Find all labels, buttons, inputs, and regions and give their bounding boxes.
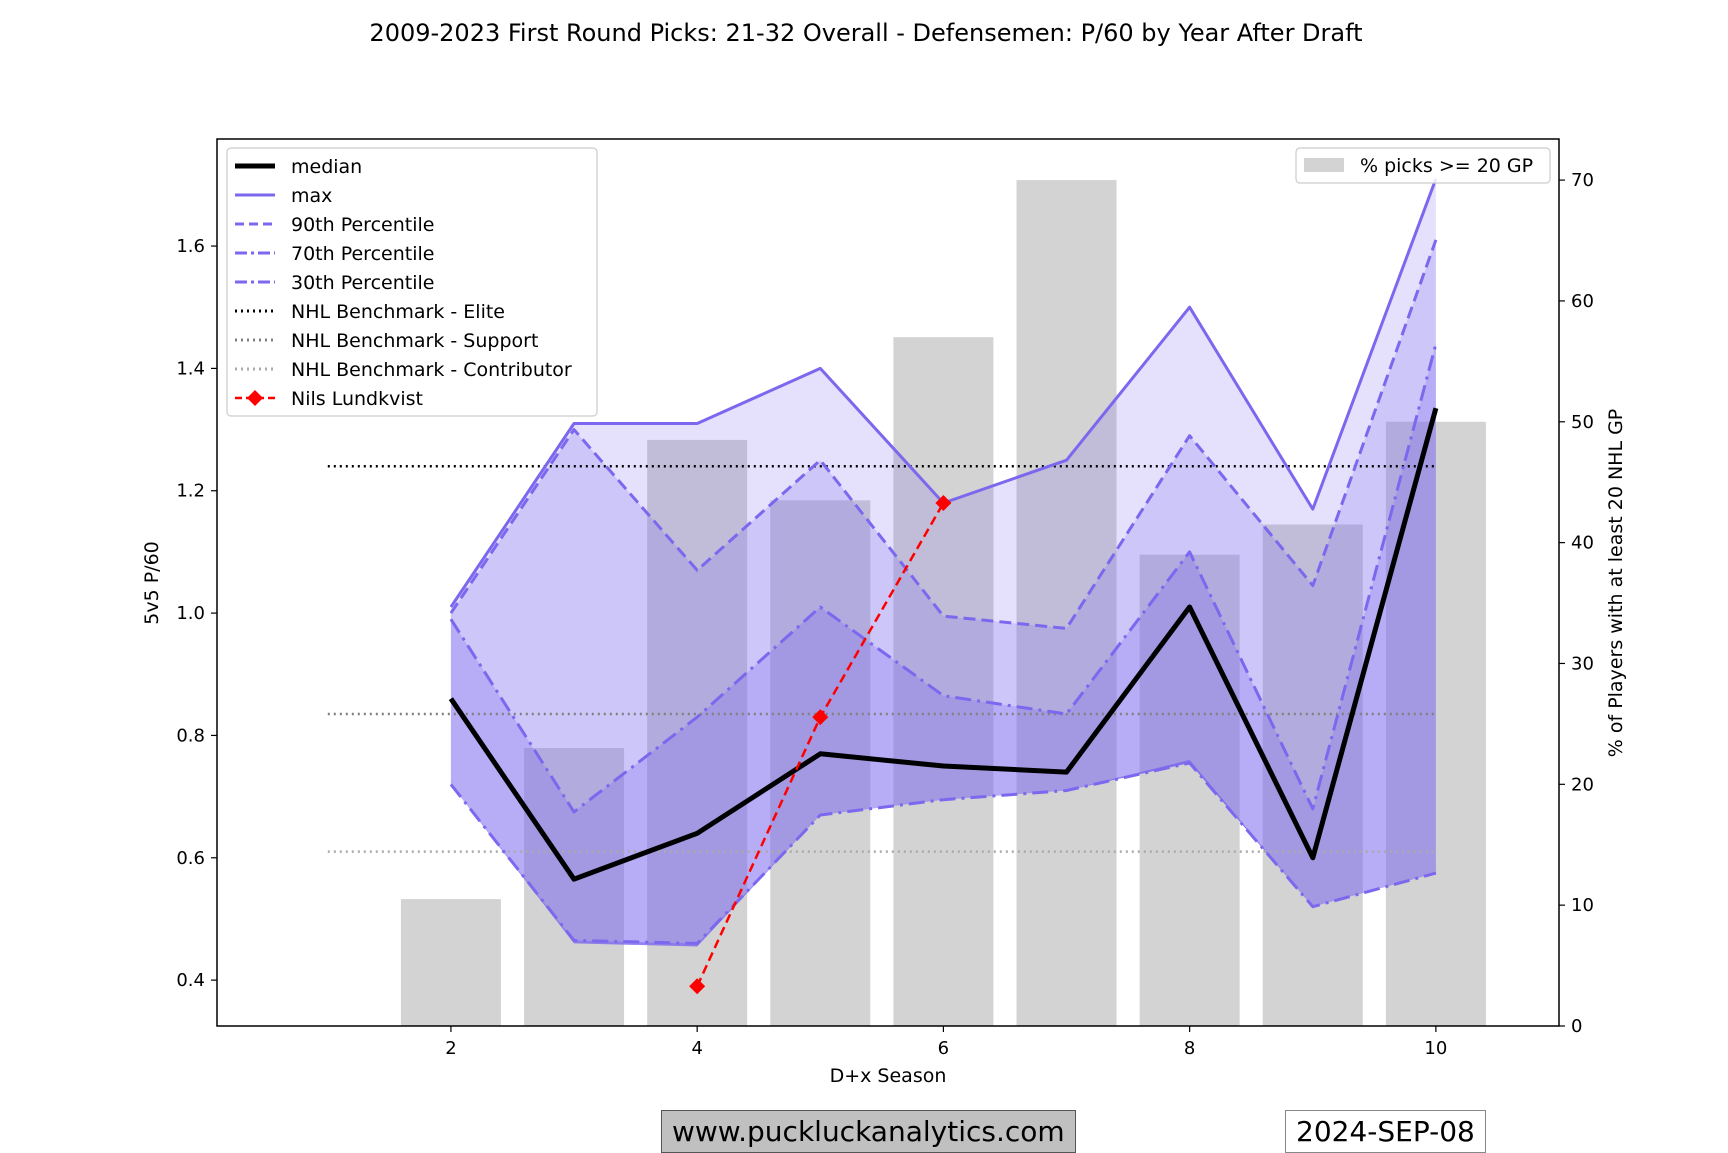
series-line-70th-percentile: [449, 343, 1438, 814]
y-axis-right-title: % of Players with at least 20 NHL GP: [1605, 409, 1627, 758]
y-right-tick-label-70: 70: [1571, 170, 1594, 191]
legend-label-bars: % picks >= 20 GP: [1360, 155, 1533, 177]
legend-left: median max 90th Percentile 70th Percentile 3…: [226, 147, 598, 417]
y-right-tick-label-50: 50: [1571, 412, 1594, 433]
x-tick-label-10: 10: [1424, 1038, 1447, 1059]
bar-d2: [400, 899, 501, 1026]
legend-right-box: [1295, 147, 1551, 184]
x-tick-label-2: 2: [445, 1038, 456, 1059]
plot-frame: [216, 138, 1560, 1027]
legend-right: % picks >= 20 GP: [1295, 147, 1551, 184]
legend-swatch-bars: [1304, 158, 1344, 172]
y-tick-label-0.8: 0.8: [176, 725, 205, 746]
legend-label-90th-percentile: 90th Percentile: [291, 214, 434, 236]
player-point-d4: [689, 978, 706, 995]
footer-date-label: 2024-SEP-08: [1285, 1110, 1486, 1153]
legend-label-median: median: [291, 156, 362, 178]
band-90-70: [450, 239, 1436, 812]
legend-label-nhl-benchmark-elite: NHL Benchmark - Elite: [291, 301, 505, 323]
legend-label-nhl-benchmark-support: NHL Benchmark - Support: [291, 330, 538, 352]
legend-left-box: [226, 147, 598, 417]
axes-layer: 2 4 6 8 10 0.4 0.6 0.8 1.0 1.2 1.4 1.6 0 10 20 30 40 50 60…: [176, 170, 1594, 1059]
x-axis-title: D+x Season: [830, 1065, 947, 1087]
bar-d7: [1016, 180, 1117, 1027]
bands-layer: [450, 178, 1436, 947]
y-right-tick-label-10: 10: [1571, 895, 1594, 916]
y-right-tick-label-40: 40: [1571, 533, 1594, 554]
y-right-tick-label-0: 0: [1571, 1016, 1582, 1037]
series-line-median: [448, 407, 1439, 882]
player-point-d6: [935, 494, 952, 511]
legend-label-30th-percentile: 30th Percentile: [291, 272, 434, 294]
player-point-d5: [812, 709, 829, 726]
legend-label-max: max: [291, 185, 332, 207]
y-right-tick-label-20: 20: [1571, 774, 1594, 795]
y-tick-label-1.2: 1.2: [176, 481, 205, 502]
y-tick-label-0.6: 0.6: [176, 848, 205, 869]
y-tick-label-1.4: 1.4: [176, 358, 205, 379]
band-70-30: [450, 343, 1436, 944]
y-tick-label-1.6: 1.6: [176, 236, 205, 257]
y-tick-label-1: 1.0: [176, 603, 205, 624]
series-line-30th-percentile: [449, 761, 1437, 945]
player-layer: [689, 494, 952, 995]
series-line-90th-percentile: [449, 239, 1438, 630]
legend-label-nils-lundkvist: Nils Lundkvist: [291, 388, 423, 410]
legend-label-nhl-benchmark-contributor: NHL Benchmark - Contributor: [291, 359, 572, 381]
y-right-tick-label-30: 30: [1571, 653, 1594, 674]
footer-website-label: www.puckluckanalytics.com: [661, 1110, 1076, 1153]
band-max-90: [450, 178, 1436, 629]
chart-title: 2009-2023 First Round Picks: 21-32 Overa…: [369, 19, 1362, 47]
legend-marker-nils-lundkvist: [247, 390, 263, 406]
x-tick-label-6: 6: [938, 1038, 949, 1059]
y-right-tick-label-60: 60: [1571, 291, 1594, 312]
x-tick-label-8: 8: [1184, 1038, 1195, 1059]
y-tick-label-0.4: 0.4: [176, 970, 205, 991]
x-tick-label-4: 4: [691, 1038, 702, 1059]
legend-label-70th-percentile: 70th Percentile: [291, 243, 434, 265]
y-axis-title: 5v5 P/60: [141, 541, 163, 625]
